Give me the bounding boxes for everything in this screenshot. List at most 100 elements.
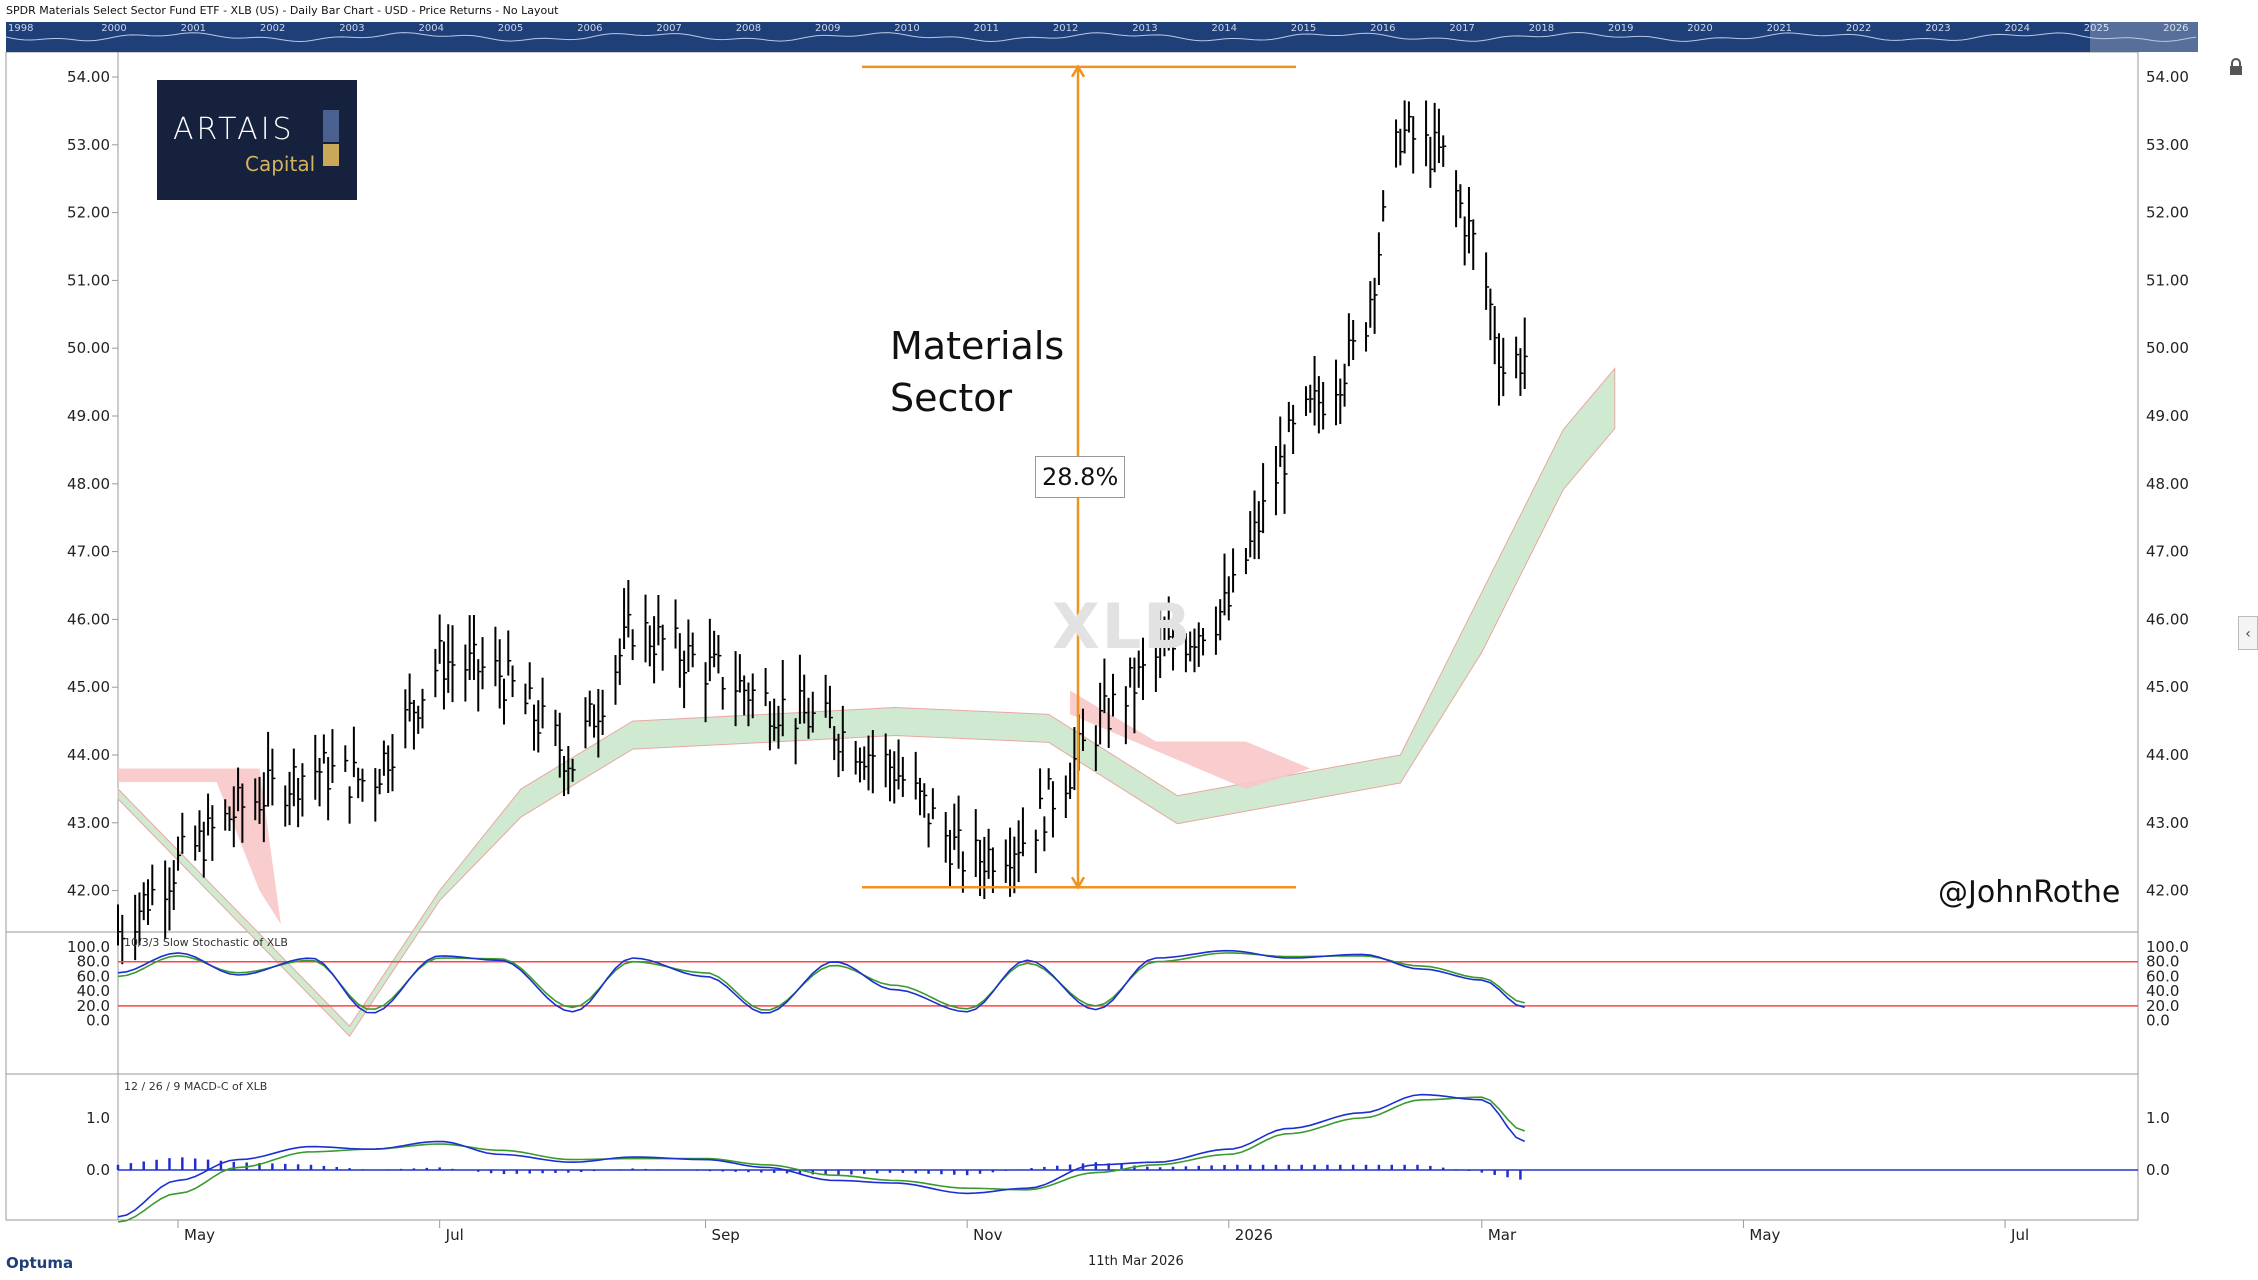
price-bars: [117, 100, 1528, 965]
price-bar: [417, 705, 422, 734]
price-bar: [717, 635, 722, 674]
x-axis-tick: Mar: [1488, 1226, 1517, 1244]
stochastic-axis-tick-right: 0.0: [2146, 1012, 2170, 1030]
price-bar: [1403, 100, 1408, 154]
overview-year-label: 2014: [1211, 23, 1237, 34]
price-bar: [1103, 658, 1108, 714]
stochastic-axis-tick-left: 40.0: [77, 982, 110, 1000]
price-bar: [914, 751, 919, 800]
overview-year-label: 2007: [656, 23, 682, 34]
stochastic-axis-tick-right: 80.0: [2146, 953, 2179, 971]
overview-year-label: 1998: [8, 23, 34, 34]
price-bar: [1455, 170, 1460, 228]
price-axis-tick-right: 42.00: [2146, 882, 2189, 900]
stochastic-axis-tick-left: 60.0: [77, 967, 110, 985]
price-bar: [743, 675, 748, 716]
price-bar: [888, 749, 893, 802]
macd-histogram: [116, 1157, 1522, 1180]
price-axis-tick-right: 43.00: [2146, 814, 2189, 832]
price-bar: [241, 783, 246, 843]
price-bar: [584, 697, 589, 749]
macd-signal-line: [117, 1096, 1525, 1223]
timeline-overview[interactable]: 1998 2000 2001 2002 2003 2004 2005 2006 2007 2008…: [6, 22, 2198, 52]
price-bar: [451, 625, 456, 703]
price-bar: [811, 691, 816, 733]
x-axis-tick: Jul: [2010, 1226, 2029, 1244]
price-bar: [781, 659, 786, 737]
ichimoku-cloud: [117, 367, 1616, 1037]
overview-year-label: 2001: [180, 23, 207, 34]
overview-year-label: 2004: [418, 23, 444, 34]
price-bar: [232, 786, 237, 848]
price-bar: [1459, 184, 1464, 219]
price-bar: [1193, 628, 1198, 673]
overview-year-label: 2000: [101, 23, 127, 34]
price-bar: [528, 662, 533, 700]
price-bar: [1519, 348, 1524, 396]
price-bar: [837, 733, 842, 778]
chevron-left-icon[interactable]: ‹: [2238, 616, 2258, 650]
price-bar: [1172, 625, 1177, 671]
price-bar: [404, 689, 409, 749]
price-bar: [1021, 807, 1026, 857]
overview-selection[interactable]: [2090, 22, 2198, 52]
price-bar: [1407, 101, 1412, 133]
price-axis-tick-right: 46.00: [2146, 610, 2189, 628]
price-bar: [134, 894, 139, 961]
price-axis-tick-right: 44.00: [2146, 746, 2189, 764]
price-axis-tick-left: 46.00: [67, 610, 110, 628]
price-bar: [558, 712, 563, 778]
price-bar: [794, 718, 799, 765]
price-bar: [1099, 682, 1104, 745]
price-bar: [237, 767, 242, 812]
chart-canvas[interactable]: 54.00 54.00 53.00 53.00 52.00 52.00 51.00 51.00…: [0, 52, 2258, 1250]
price-bar: [1142, 637, 1147, 700]
measure-arrow-down: [1070, 876, 1086, 890]
price-bar: [1429, 136, 1434, 188]
overview-year-label: 2024: [2004, 23, 2030, 34]
price-bar: [653, 616, 658, 684]
price-bar: [1184, 633, 1189, 673]
price-axis-tick-right: 49.00: [2146, 407, 2189, 425]
price-bar: [288, 771, 293, 826]
price-axis-tick-left: 53.00: [67, 136, 110, 154]
price-bar: [1004, 839, 1009, 883]
author-handle: @JohnRothe: [1938, 875, 2121, 910]
price-bar: [764, 667, 769, 707]
price-bar: [614, 655, 619, 705]
price-bar: [1339, 378, 1344, 425]
overview-year-label: 2019: [1608, 23, 1634, 34]
price-bar: [477, 659, 482, 712]
price-bar: [1094, 725, 1099, 772]
price-bar: [1051, 781, 1056, 838]
price-bar: [893, 751, 898, 804]
price-bar: [1274, 446, 1279, 516]
price-bar: [138, 892, 143, 946]
sector-annotation: Materials Sector: [890, 324, 1065, 420]
price-bar: [1292, 404, 1297, 454]
macd-axis-tick-right: 0.0: [2146, 1161, 2170, 1179]
price-bar: [168, 867, 173, 931]
price-bar: [1043, 816, 1048, 852]
price-bar: [768, 701, 773, 751]
price-bar: [442, 641, 447, 710]
overview-year-label: 2008: [735, 23, 762, 34]
price-axis-tick-right: 51.00: [2146, 271, 2189, 289]
price-bar: [1163, 616, 1168, 657]
price-bar: [344, 745, 349, 772]
price-bar: [1111, 673, 1116, 717]
price-bar: [1137, 650, 1142, 688]
overview-year-label: 2003: [339, 23, 365, 34]
price-bar: [1064, 775, 1069, 819]
price-bar: [271, 748, 276, 806]
lock-icon[interactable]: [2228, 58, 2244, 76]
price-bar: [828, 685, 833, 729]
price-axis-tick-right: 48.00: [2146, 475, 2189, 493]
price-bar: [378, 768, 383, 795]
overview-year-label: 2011: [973, 23, 1000, 34]
overview-year-label: 2009: [815, 23, 841, 34]
price-bar: [734, 651, 739, 727]
price-bar: [151, 864, 156, 906]
price-bar: [687, 619, 692, 673]
price-axis-tick-left: 43.00: [67, 814, 110, 832]
